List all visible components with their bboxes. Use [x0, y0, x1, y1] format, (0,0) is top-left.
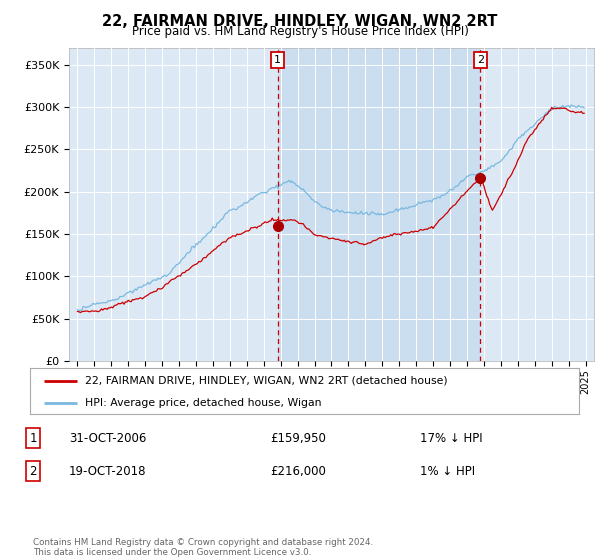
Text: 2: 2 — [29, 464, 37, 478]
Text: 22, FAIRMAN DRIVE, HINDLEY, WIGAN, WN2 2RT (detached house): 22, FAIRMAN DRIVE, HINDLEY, WIGAN, WN2 2… — [85, 376, 448, 386]
Text: 1: 1 — [274, 55, 281, 66]
Text: 1% ↓ HPI: 1% ↓ HPI — [420, 464, 475, 478]
Text: 31-OCT-2006: 31-OCT-2006 — [69, 432, 146, 445]
Text: Contains HM Land Registry data © Crown copyright and database right 2024.
This d: Contains HM Land Registry data © Crown c… — [33, 538, 373, 557]
Text: £216,000: £216,000 — [270, 464, 326, 478]
Text: 22, FAIRMAN DRIVE, HINDLEY, WIGAN, WN2 2RT: 22, FAIRMAN DRIVE, HINDLEY, WIGAN, WN2 2… — [103, 14, 497, 29]
Text: 17% ↓ HPI: 17% ↓ HPI — [420, 432, 482, 445]
Text: 19-OCT-2018: 19-OCT-2018 — [69, 464, 146, 478]
Bar — [278, 48, 481, 361]
Text: £159,950: £159,950 — [270, 432, 326, 445]
Text: 2: 2 — [477, 55, 484, 66]
Text: Price paid vs. HM Land Registry's House Price Index (HPI): Price paid vs. HM Land Registry's House … — [131, 25, 469, 38]
Text: HPI: Average price, detached house, Wigan: HPI: Average price, detached house, Wiga… — [85, 398, 322, 408]
Text: 1: 1 — [29, 432, 37, 445]
